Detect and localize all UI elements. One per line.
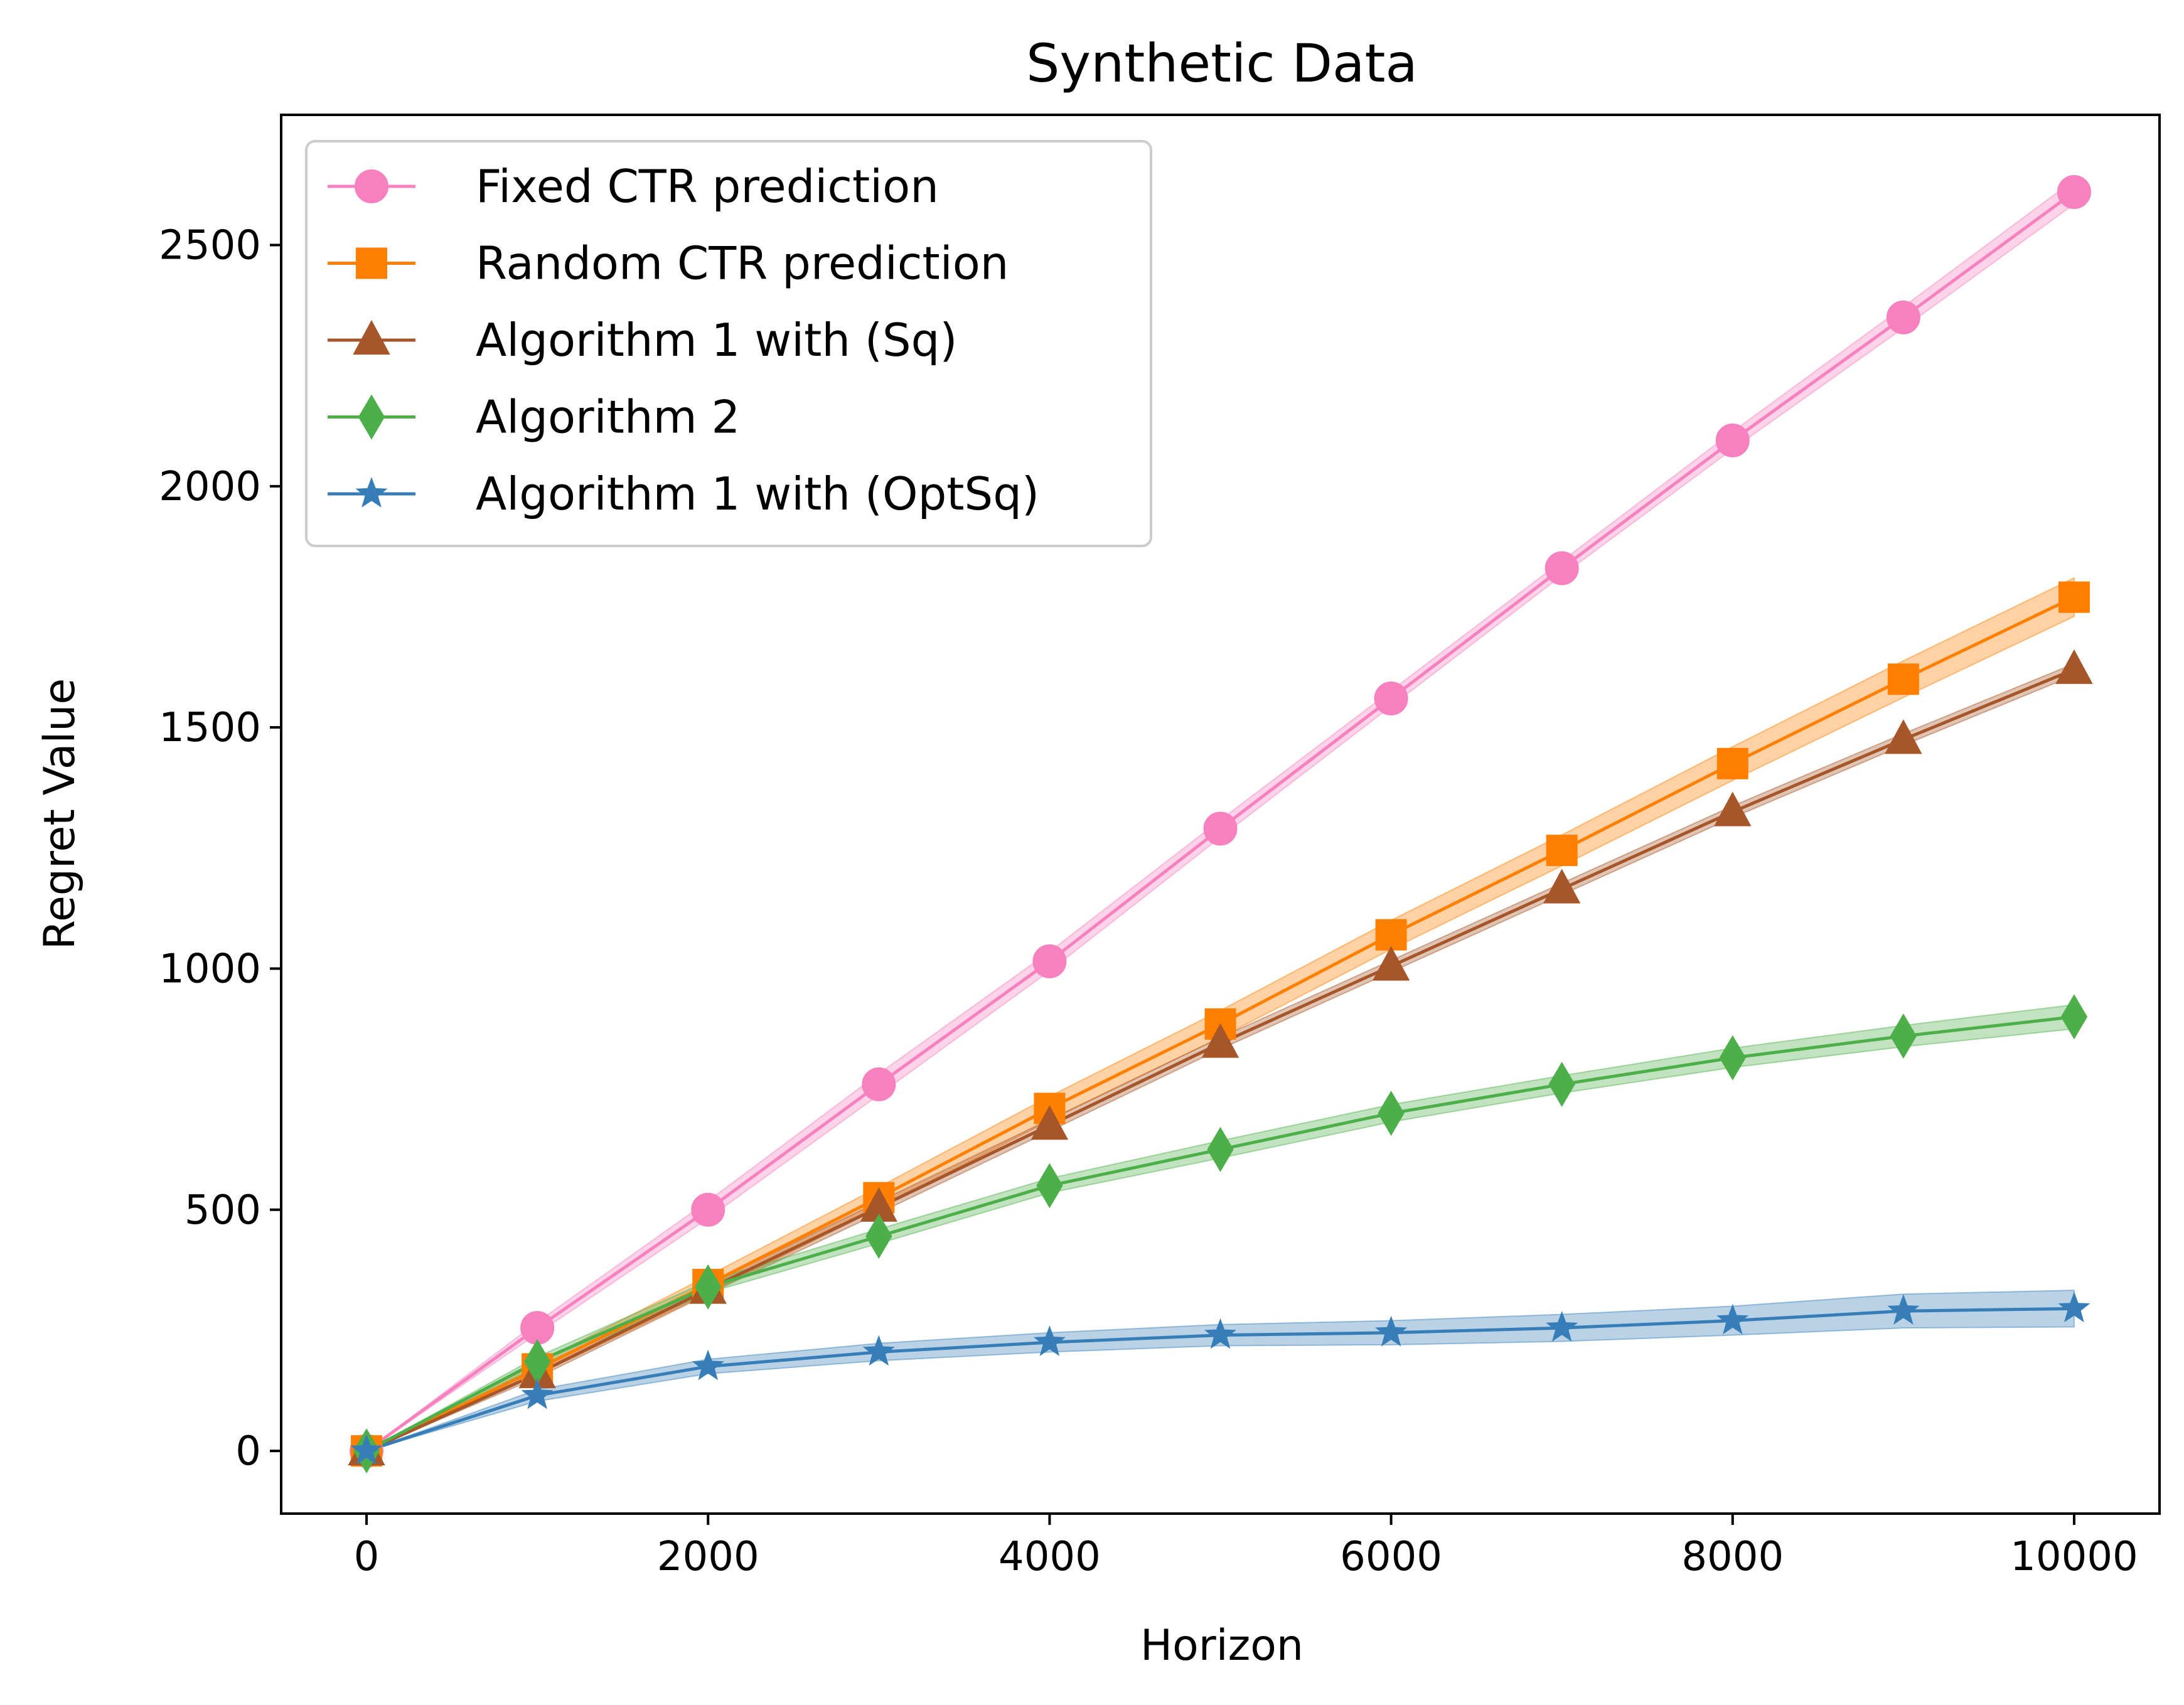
data-point (1716, 747, 1748, 779)
data-point (1375, 919, 1407, 951)
y-tick-label: 500 (185, 1187, 261, 1234)
data-point (1203, 811, 1238, 846)
data-point (1546, 1311, 1578, 1342)
data-point (1374, 681, 1408, 716)
data-point (350, 1434, 383, 1465)
y-axis-ticks: 0 500 1000 1500 2000 2500 (159, 223, 281, 1475)
data-point (1887, 663, 1919, 695)
data-point (1201, 1023, 1239, 1058)
legend: Fixed CTR prediction Random CTR predictio… (305, 140, 1152, 547)
legend-marker (356, 247, 387, 279)
data-point (1886, 300, 1920, 334)
data-point (1204, 1318, 1237, 1349)
x-tick-label: 8000 (1681, 1534, 1784, 1580)
chart-title: Synthetic Data (1026, 33, 1418, 94)
x-axis-ticks: 0 2000 4000 6000 8000 10000 (354, 1514, 2138, 1580)
data-point (2060, 994, 2088, 1040)
series-markers (348, 174, 2093, 1474)
x-tick-label: 10000 (2010, 1534, 2138, 1580)
y-tick-label: 2500 (159, 223, 261, 269)
data-point (2057, 174, 2091, 209)
data-point (1207, 1126, 1234, 1172)
data-point (2055, 649, 2093, 684)
data-point (1372, 946, 1410, 981)
data-point (1885, 719, 1922, 754)
legend-label: Algorithm 1 with (OptSq) (476, 468, 1039, 520)
data-point (1036, 1163, 1063, 1209)
data-point (1378, 1091, 1405, 1136)
y-tick-label: 1500 (159, 705, 261, 751)
legend-label: Fixed CTR prediction (476, 160, 939, 213)
data-point (1032, 944, 1067, 978)
data-point (691, 1192, 725, 1227)
x-tick-label: 4000 (998, 1534, 1101, 1580)
data-point (1375, 1315, 1408, 1347)
x-tick-label: 2000 (657, 1534, 759, 1580)
data-point (1030, 1105, 1069, 1140)
legend-marker (355, 169, 388, 203)
legend-marker (358, 394, 385, 440)
y-tick-label: 2000 (159, 464, 261, 510)
legend-label: Algorithm 2 (476, 391, 740, 444)
data-point (1033, 1325, 1066, 1356)
x-tick-label: 0 (354, 1534, 380, 1580)
data-point (1715, 423, 1750, 457)
data-point (1887, 1294, 1920, 1325)
x-tick-label: 6000 (1340, 1534, 1442, 1580)
data-point (1716, 1303, 1749, 1335)
x-axis-label: Horizon (1140, 1621, 1303, 1670)
data-point (1719, 1035, 1746, 1081)
y-tick-label: 1000 (159, 946, 261, 992)
data-point (865, 1214, 892, 1259)
data-point (695, 1264, 722, 1310)
data-point (2058, 581, 2090, 613)
data-point (1890, 1013, 1917, 1059)
data-point (2058, 1291, 2090, 1323)
legend-label: Algorithm 1 with (Sq) (476, 314, 957, 366)
data-point (1544, 551, 1579, 585)
data-point (1548, 1061, 1575, 1107)
data-point (692, 1349, 724, 1381)
legend-box (305, 140, 1152, 547)
data-point (1546, 835, 1578, 867)
y-tick-label: 0 (235, 1428, 261, 1475)
y-axis-label: Regret Value (35, 678, 85, 950)
legend-marker (355, 477, 388, 508)
data-point (1543, 869, 1581, 904)
legend-label: Random CTR prediction (476, 237, 1009, 290)
legend-marker (353, 319, 390, 355)
data-point (862, 1335, 895, 1366)
data-point (862, 1067, 896, 1101)
data-point (521, 1378, 554, 1409)
plot-frame (280, 114, 2161, 1515)
data-point (1714, 791, 1752, 826)
